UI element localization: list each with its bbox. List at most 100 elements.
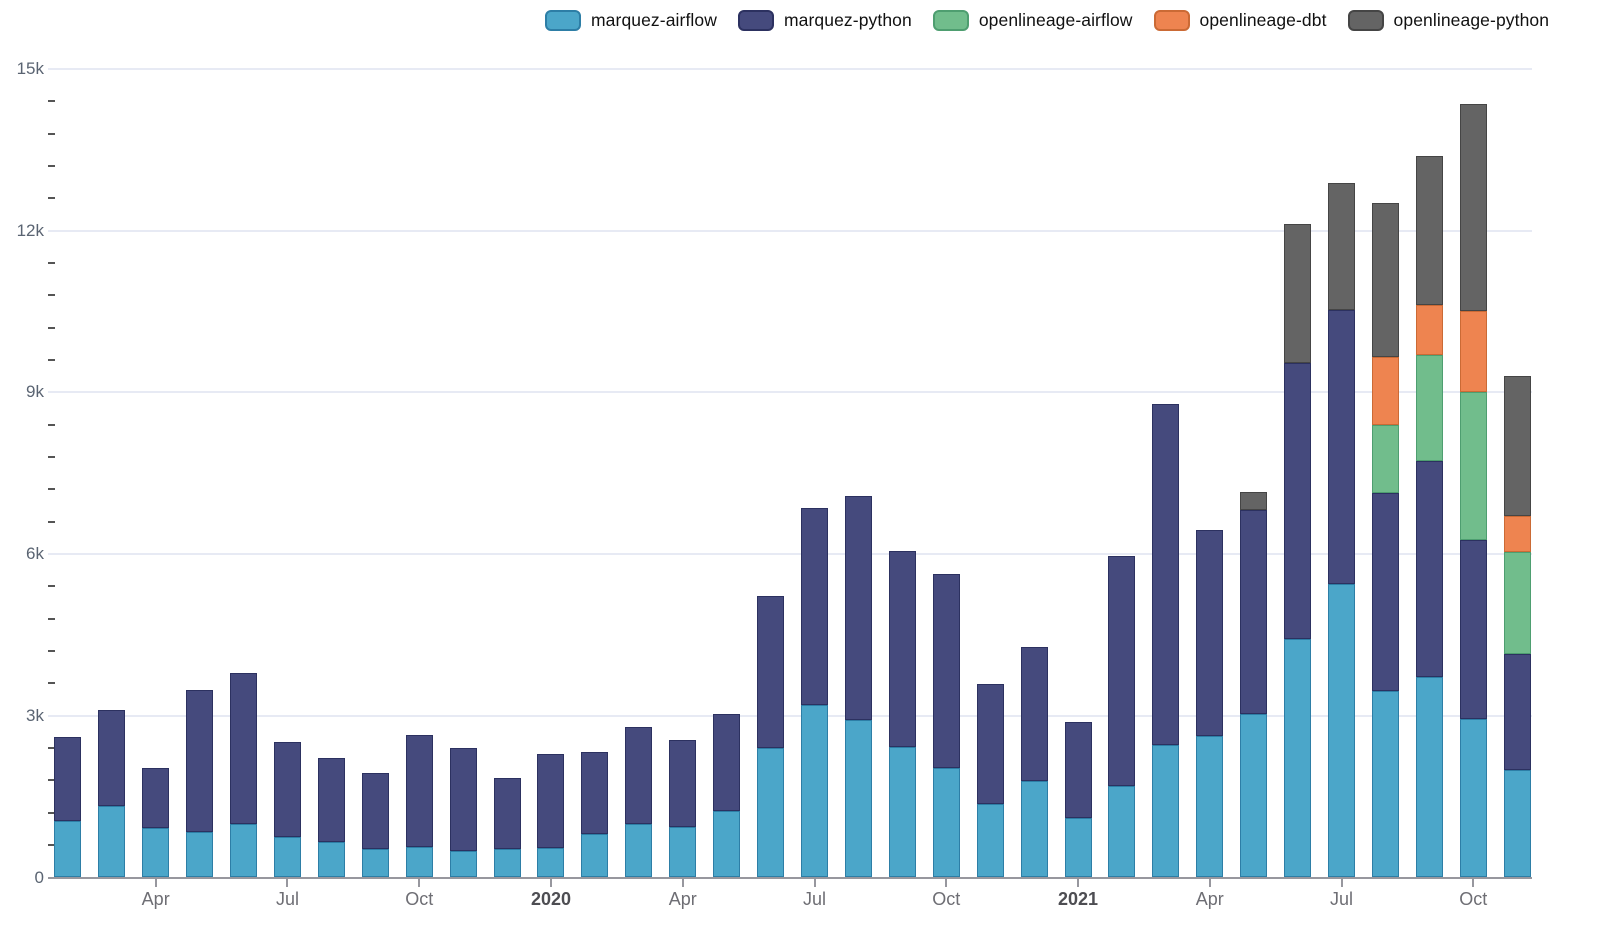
bar-segment-marquez-python[interactable] (98, 709, 126, 807)
x-tick (1472, 878, 1475, 887)
bar-segment-marquez-python[interactable] (230, 672, 258, 824)
bar-segment-marquez-airflow[interactable] (1459, 719, 1487, 878)
bar-segment-marquez-airflow[interactable] (1196, 735, 1224, 878)
bar-segment-marquez-airflow[interactable] (844, 720, 872, 878)
bar-segment-marquez-python[interactable] (1328, 309, 1356, 584)
bar-segment-marquez-airflow[interactable] (142, 828, 170, 878)
bar-segment-marquez-airflow[interactable] (932, 767, 960, 878)
bar-segment-marquez-python[interactable] (581, 752, 609, 835)
bar-segment-marquez-python[interactable] (1196, 530, 1224, 736)
legend-label: openlineage-python (1393, 10, 1550, 30)
bar-segment-marquez-airflow[interactable] (317, 841, 345, 878)
bar-segment-marquez-python[interactable] (405, 735, 433, 847)
bar-segment-openlineage-dbt[interactable] (1459, 310, 1487, 393)
bar-segment-openlineage-python[interactable] (1459, 104, 1487, 311)
bar-segment-marquez-airflow[interactable] (1284, 638, 1312, 878)
y-axis-label: 9k (26, 382, 44, 402)
bar-segment-marquez-airflow[interactable] (1328, 584, 1356, 878)
legend-swatch-icon (545, 10, 581, 31)
legend-item-marquez-python[interactable]: marquez-python (737, 10, 912, 31)
bar-segment-marquez-airflow[interactable] (1064, 818, 1092, 878)
bar-segment-marquez-python[interactable] (1240, 510, 1268, 715)
bar-segment-marquez-python[interactable] (186, 690, 214, 833)
bar-segment-marquez-python[interactable] (1108, 555, 1136, 787)
bar-segment-marquez-python[interactable] (625, 726, 653, 824)
bar-segment-marquez-python[interactable] (273, 742, 301, 838)
bar-segment-openlineage-airflow[interactable] (1371, 425, 1399, 493)
bar-segment-marquez-python[interactable] (1152, 403, 1180, 746)
legend-item-openlineage-airflow[interactable]: openlineage-airflow (932, 10, 1133, 31)
bar-segment-marquez-airflow[interactable] (1108, 786, 1136, 878)
x-tick (945, 878, 948, 887)
bar-segment-marquez-python[interactable] (1459, 539, 1487, 720)
bar-segment-openlineage-airflow[interactable] (1459, 392, 1487, 540)
bar-segment-marquez-airflow[interactable] (1152, 745, 1180, 878)
bar-segment-marquez-airflow[interactable] (405, 846, 433, 878)
bar-segment-marquez-python[interactable] (1020, 647, 1048, 781)
bar-segment-marquez-airflow[interactable] (625, 823, 653, 878)
y-minor-tick (48, 585, 55, 588)
bar-segment-openlineage-dbt[interactable] (1415, 304, 1443, 356)
bar-segment-marquez-airflow[interactable] (669, 827, 697, 878)
bar-segment-marquez-airflow[interactable] (98, 806, 126, 878)
bar-segment-marquez-airflow[interactable] (230, 823, 258, 878)
bar-segment-marquez-airflow[interactable] (273, 837, 301, 878)
bar-segment-marquez-airflow[interactable] (888, 746, 916, 878)
bar-segment-marquez-python[interactable] (142, 767, 170, 829)
bar-segment-marquez-airflow[interactable] (801, 704, 828, 878)
y-minor-tick (48, 456, 55, 459)
bar-segment-marquez-python[interactable] (1503, 653, 1531, 770)
bar-segment-openlineage-python[interactable] (1240, 491, 1268, 511)
bar-segment-marquez-python[interactable] (801, 508, 828, 705)
bar-segment-openlineage-python[interactable] (1503, 376, 1531, 517)
bar-segment-marquez-airflow[interactable] (713, 810, 741, 878)
bar-segment-marquez-airflow[interactable] (1240, 714, 1268, 878)
bar-segment-marquez-airflow[interactable] (757, 747, 785, 878)
bar-segment-marquez-airflow[interactable] (449, 850, 477, 878)
legend-item-openlineage-python[interactable]: openlineage-python (1347, 10, 1550, 31)
legend-item-marquez-airflow[interactable]: marquez-airflow (545, 10, 717, 31)
bar-segment-marquez-python[interactable] (317, 758, 345, 842)
bar-segment-marquez-python[interactable] (493, 777, 521, 850)
y-minor-tick (48, 359, 55, 362)
bar-segment-marquez-python[interactable] (1284, 363, 1312, 639)
bar-segment-marquez-python[interactable] (932, 573, 960, 768)
bar-segment-marquez-airflow[interactable] (1020, 781, 1048, 878)
bar-segment-openlineage-dbt[interactable] (1371, 356, 1399, 426)
bar-segment-marquez-airflow[interactable] (186, 832, 214, 878)
bar-segment-marquez-airflow[interactable] (1503, 769, 1531, 878)
bar-segment-marquez-airflow[interactable] (1415, 676, 1443, 878)
bar-segment-marquez-python[interactable] (449, 747, 477, 851)
bar-segment-marquez-airflow[interactable] (976, 803, 1004, 878)
bar-segment-openlineage-dbt[interactable] (1503, 516, 1531, 553)
bar-segment-openlineage-python[interactable] (1415, 156, 1443, 305)
bar-segment-marquez-python[interactable] (713, 714, 741, 811)
bar-segment-marquez-airflow[interactable] (581, 834, 609, 878)
bar-segment-openlineage-python[interactable] (1328, 182, 1356, 310)
bar-segment-marquez-python[interactable] (844, 496, 872, 721)
bar-segment-marquez-python[interactable] (54, 736, 82, 822)
legend-item-openlineage-dbt[interactable]: openlineage-dbt (1153, 10, 1327, 31)
bar-segment-marquez-python[interactable] (537, 753, 565, 849)
bar-segment-openlineage-python[interactable] (1371, 202, 1399, 357)
bar-segment-marquez-airflow[interactable] (361, 849, 389, 878)
bar-segment-marquez-python[interactable] (976, 683, 1004, 804)
bar-segment-marquez-python[interactable] (1371, 492, 1399, 691)
bar-segment-marquez-python[interactable] (757, 595, 785, 748)
bar-segment-marquez-airflow[interactable] (54, 821, 82, 878)
x-tick-label: Jul (275, 888, 299, 909)
bar-segment-openlineage-python[interactable] (1284, 223, 1312, 363)
bar-segment-marquez-python[interactable] (1415, 460, 1443, 677)
bar-segment-marquez-airflow[interactable] (537, 848, 565, 878)
y-axis-label: 0 (34, 867, 44, 887)
bar-segment-marquez-python[interactable] (669, 739, 697, 828)
bar-segment-marquez-python[interactable] (1064, 722, 1092, 819)
bar-segment-openlineage-airflow[interactable] (1503, 552, 1531, 654)
bar-segment-marquez-python[interactable] (888, 550, 916, 747)
y-gridline (48, 391, 1532, 394)
bar-segment-marquez-airflow[interactable] (493, 849, 521, 878)
bar-segment-marquez-python[interactable] (361, 772, 389, 850)
bar-segment-openlineage-airflow[interactable] (1415, 355, 1443, 461)
bar-segment-marquez-airflow[interactable] (1371, 690, 1399, 878)
